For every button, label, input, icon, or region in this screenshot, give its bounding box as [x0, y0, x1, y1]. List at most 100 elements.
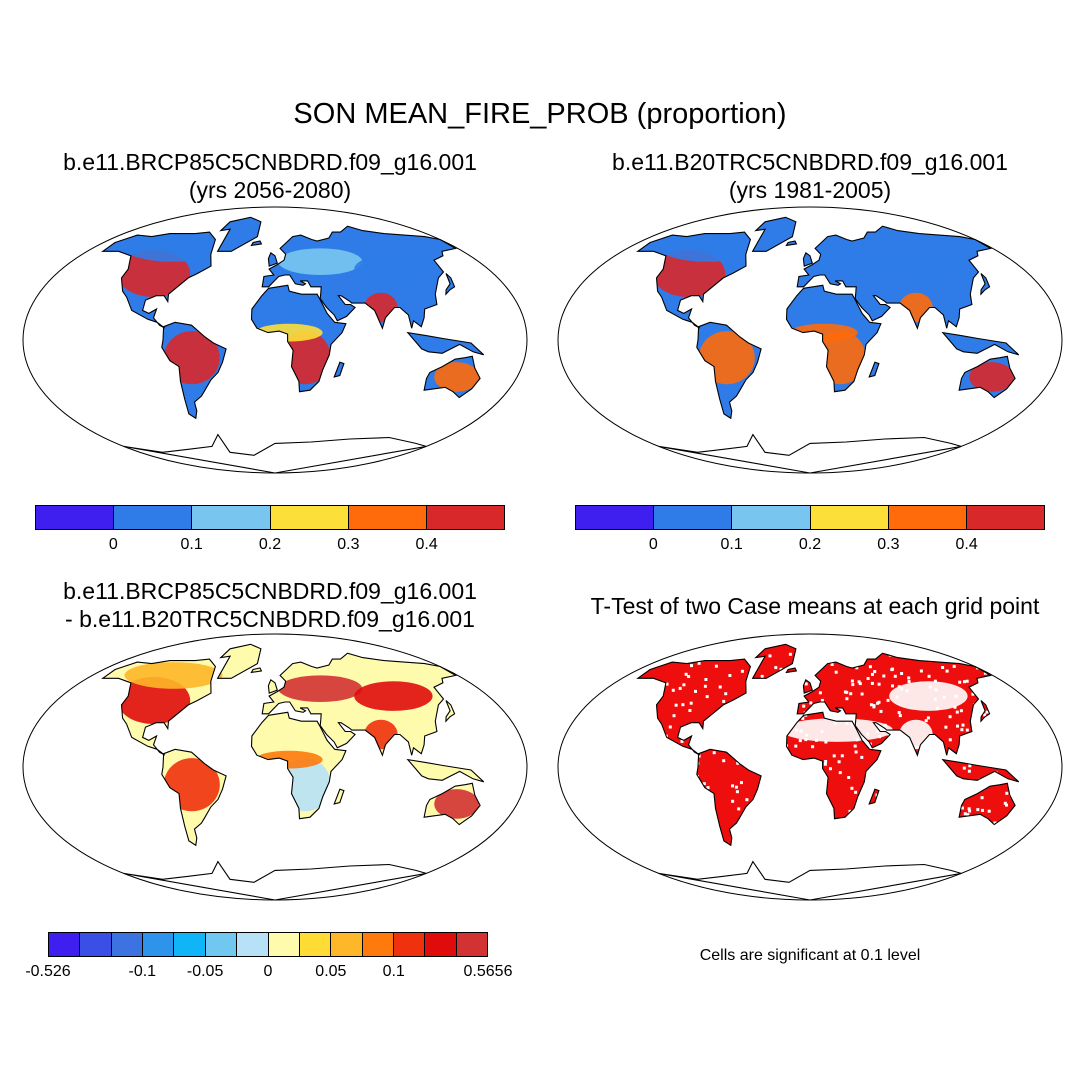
nonsignificant-cell [968, 809, 972, 813]
nonsignificant-cell [905, 689, 909, 693]
nonsignificant-cell [1049, 840, 1052, 843]
nonsignificant-cell [1048, 654, 1051, 657]
nonsignificant-cell [1022, 677, 1025, 680]
nonsignificant-cell [811, 745, 815, 749]
nonsignificant-cell [838, 771, 842, 775]
nonsignificant-cell [963, 680, 966, 684]
panel-difference-title-line2: - b.e11.B20TRC5CNBDRD.f09_g16.001 [65, 606, 475, 632]
coastline [250, 284, 347, 393]
map-field-patch [354, 254, 433, 284]
map-field-patch [434, 362, 479, 392]
nonsignificant-cell [965, 728, 969, 732]
nonsignificant-cell [959, 655, 963, 659]
coastline [445, 700, 456, 723]
nonsignificant-cell [1034, 856, 1037, 859]
nonsignificant-cell [855, 738, 859, 742]
coastline [958, 782, 1016, 826]
map-ttest [557, 633, 1065, 901]
nonsignificant-cell [891, 667, 894, 671]
nonsignificant-cell [834, 670, 838, 674]
nonsignificant-cell [598, 686, 601, 689]
nonsignificant-cell [638, 652, 642, 656]
panel-difference-title-line1: b.e11.BRCP85C5CNBDRD.f09_g16.001 [63, 578, 477, 604]
nonsignificant-cell [731, 799, 735, 803]
nonsignificant-cell [1061, 849, 1064, 852]
nonsignificant-cell [1014, 674, 1018, 677]
nonsignificant-cell [882, 674, 886, 678]
map-field-patch [889, 254, 968, 284]
nonsignificant-cell [886, 698, 890, 702]
nonsignificant-cell [562, 657, 565, 660]
map-field-patch [813, 675, 898, 702]
colorbar-segment [456, 933, 488, 956]
nonsignificant-cell [941, 666, 945, 669]
nonsignificant-cell [897, 711, 901, 714]
coastline [785, 240, 798, 247]
coastline [636, 658, 752, 756]
nonsignificant-cell [623, 655, 626, 658]
coastline [261, 652, 458, 757]
nonsignificant-cell [854, 750, 858, 754]
nonsignificant-cell [1024, 853, 1027, 856]
nonsignificant-cell [928, 685, 932, 689]
colorbar-tick-label: 0.3 [337, 536, 360, 553]
nonsignificant-cell [845, 690, 849, 694]
nonsignificant-cell [589, 664, 592, 667]
colorbar-segment [114, 506, 193, 529]
nonsignificant-cell [876, 729, 880, 733]
colorbar-tick-label: 0.4 [955, 536, 978, 553]
nonsignificant-cell [857, 680, 861, 684]
coastline [250, 667, 263, 674]
coastline [261, 225, 458, 330]
nonsignificant-cell [1051, 669, 1054, 672]
nonsignificant-cell [1031, 653, 1034, 656]
nonsignificant-cell [849, 692, 853, 696]
nonsignificant-cell [804, 682, 808, 686]
coastline [123, 860, 427, 901]
map-field-patch [245, 291, 358, 315]
nonsignificant-cell [569, 697, 572, 700]
nonsignificant-cell [935, 706, 939, 710]
colorbar-tick-label: 0.05 [315, 963, 347, 980]
colorbar-segment [732, 506, 811, 529]
nonsignificant-cell [585, 837, 588, 840]
nonsignificant-cell [724, 692, 728, 696]
nonsignificant-cell [1028, 665, 1031, 668]
map-field-patch [889, 681, 968, 711]
nonsignificant-cell [1062, 658, 1065, 661]
coastline [658, 860, 962, 901]
nonsignificant-cell [1005, 791, 1009, 795]
nonsignificant-cell [891, 684, 894, 688]
nonsignificant-cell [597, 666, 600, 669]
nonsignificant-cell [980, 796, 984, 800]
colorbar-future [35, 505, 505, 530]
colorbar-segment [237, 933, 269, 956]
panel-historical-title: b.e11.B20TRC5CNBDRD.f09_g16.001 (yrs 198… [560, 148, 1060, 204]
nonsignificant-cell [983, 671, 987, 675]
nonsignificant-cell [722, 699, 726, 703]
coastline [333, 361, 345, 378]
nonsignificant-cell [1059, 655, 1062, 658]
colorbar-segment [268, 933, 300, 956]
nonsignificant-cell [966, 813, 970, 817]
nonsignificant-cell [1007, 851, 1011, 855]
nonsignificant-cell [562, 658, 565, 661]
map-field-patch [969, 362, 1014, 392]
nonsignificant-cell [824, 740, 828, 744]
nonsignificant-cell [618, 655, 621, 658]
nonsignificant-cell [584, 694, 587, 697]
antarctica [658, 861, 962, 900]
nonsignificant-cell [907, 676, 911, 680]
nonsignificant-cell [948, 738, 952, 742]
colorbar-tick-label: 0.2 [798, 536, 822, 553]
nonsignificant-cell [572, 827, 575, 830]
nonsignificant-cell [989, 658, 992, 662]
colorbar-tick-label: 0 [108, 536, 118, 553]
nonsignificant-cell [850, 679, 854, 683]
nonsignificant-cell [597, 656, 600, 659]
colorbar-tick-label: 0.1 [382, 963, 405, 980]
coastline [980, 273, 991, 296]
nonsignificant-cell [705, 695, 709, 699]
nonsignificant-cell [871, 672, 874, 676]
colorbar-segment [362, 933, 394, 956]
